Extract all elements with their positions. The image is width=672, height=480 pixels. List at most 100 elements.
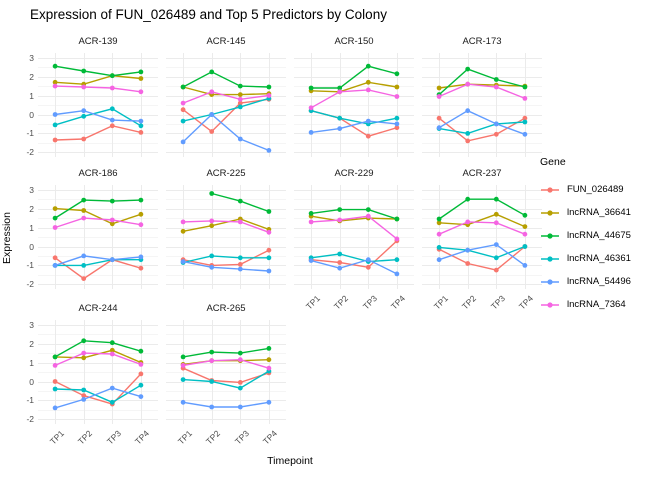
series-line-lncRNA_7364 xyxy=(182,358,270,369)
data-point-FUN_026489 xyxy=(237,262,243,267)
gridline-vertical xyxy=(183,320,185,424)
series-line-lncRNA_46361 xyxy=(438,121,525,135)
data-point-FUN_026489 xyxy=(465,261,471,266)
data-point-lncRNA_46361 xyxy=(138,123,144,129)
data-point-lncRNA_7364 xyxy=(522,96,528,101)
data-point-lncRNA_36641 xyxy=(81,355,87,361)
y-tick-label: 1 xyxy=(29,222,34,233)
x-tick-label: TP2 xyxy=(75,428,95,447)
data-point-lncRNA_36641 xyxy=(109,221,115,227)
data-point-FUN_026489 xyxy=(266,247,272,253)
legend-label: lncRNA_46361 xyxy=(567,253,631,264)
data-point-lncRNA_7364 xyxy=(209,218,215,224)
data-point-FUN_026489 xyxy=(138,265,144,271)
gridline-minor xyxy=(166,334,286,336)
gridline-major xyxy=(166,400,286,402)
gridline-minor xyxy=(38,123,158,125)
data-point-FUN_026489 xyxy=(522,115,528,121)
gridline-minor xyxy=(38,86,158,88)
gridline-major xyxy=(422,189,542,191)
data-point-lncRNA_46361 xyxy=(394,115,400,121)
gridline-minor xyxy=(294,255,414,257)
x-tick-label: TP1 xyxy=(303,293,322,312)
x-tick-label: TP3 xyxy=(232,428,251,447)
data-point-lncRNA_54496 xyxy=(81,253,87,259)
data-point-FUN_026489 xyxy=(81,393,87,398)
data-point-lncRNA_7364 xyxy=(52,363,58,368)
data-point-FUN_026489 xyxy=(436,115,442,121)
series-line-lncRNA_46361 xyxy=(182,255,269,264)
y-tick-label: -1 xyxy=(26,260,34,271)
series-line-lncRNA_54496 xyxy=(54,387,142,409)
gridline-vertical xyxy=(55,320,57,424)
data-point-lncRNA_7364 xyxy=(180,219,186,225)
facet-lines xyxy=(52,63,144,143)
gridline-vertical xyxy=(311,53,313,157)
series-line-lncRNA_7364 xyxy=(310,89,398,109)
series-line-lncRNA_36641 xyxy=(439,83,525,89)
gridline-major xyxy=(166,362,286,364)
series-line-lncRNA_44675 xyxy=(54,340,142,358)
data-point-lncRNA_54496 xyxy=(337,265,343,271)
data-point-lncRNA_46361 xyxy=(109,399,115,405)
data-point-FUN_026489 xyxy=(81,136,87,142)
gridline-major xyxy=(38,265,158,267)
facet-strip-ACR-150: ACR-150 xyxy=(334,36,374,47)
series-line-lncRNA_36641 xyxy=(311,81,398,93)
series-line-lncRNA_36641 xyxy=(55,74,141,85)
legend-title: Gene xyxy=(540,156,566,168)
facet-panel-ACR-173 xyxy=(422,53,542,157)
gridline-minor xyxy=(38,274,158,276)
data-point-lncRNA_54496 xyxy=(209,264,215,270)
data-point-lncRNA_44675 xyxy=(266,346,272,351)
data-point-lncRNA_44675 xyxy=(52,215,58,221)
data-point-lncRNA_54496 xyxy=(109,385,115,391)
gridline-major xyxy=(38,419,158,421)
data-point-lncRNA_54496 xyxy=(180,259,186,264)
data-point-lncRNA_36641 xyxy=(138,211,144,217)
data-point-FUN_026489 xyxy=(394,125,400,131)
data-point-FUN_026489 xyxy=(337,260,343,265)
data-point-lncRNA_44675 xyxy=(522,212,528,218)
facet-strip-ACR-145: ACR-145 xyxy=(206,36,246,47)
data-point-lncRNA_36641 xyxy=(365,79,371,85)
gridline-minor xyxy=(422,255,542,257)
gridline-vertical xyxy=(112,53,114,157)
y-tick-label: 1 xyxy=(29,357,34,368)
series-line-lncRNA_54496 xyxy=(55,109,141,122)
gridline-minor xyxy=(166,409,286,411)
data-point-lncRNA_46361 xyxy=(81,263,87,268)
data-point-lncRNA_7364 xyxy=(209,358,215,364)
gridline-major xyxy=(422,133,542,135)
facet-panel-ACR-244 xyxy=(38,320,158,424)
series-line-FUN_026489 xyxy=(54,373,142,405)
gridline-major xyxy=(38,76,158,78)
y-tick-label: 0 xyxy=(29,376,34,387)
gridline-vertical xyxy=(439,185,441,289)
facet-lines xyxy=(52,197,144,281)
data-point-lncRNA_7364 xyxy=(266,93,272,98)
data-point-lncRNA_44675 xyxy=(308,211,314,216)
data-point-lncRNA_46361 xyxy=(209,379,215,384)
data-point-lncRNA_7364 xyxy=(266,229,272,235)
data-point-lncRNA_7364 xyxy=(109,351,115,357)
facet-strip-ACR-237: ACR-237 xyxy=(462,168,502,179)
data-point-lncRNA_46361 xyxy=(266,255,272,261)
data-point-lncRNA_7364 xyxy=(266,365,272,371)
gridline-vertical xyxy=(83,185,85,289)
gridline-vertical xyxy=(268,53,270,157)
data-point-FUN_026489 xyxy=(52,137,58,143)
data-point-lncRNA_36641 xyxy=(52,79,58,85)
data-point-lncRNA_7364 xyxy=(522,231,528,237)
gridline-minor xyxy=(38,105,158,106)
data-point-lncRNA_44675 xyxy=(138,197,144,203)
gridline-vertical xyxy=(524,53,526,157)
data-point-lncRNA_44675 xyxy=(180,84,186,90)
data-point-lncRNA_46361 xyxy=(209,253,215,259)
data-point-lncRNA_44675 xyxy=(81,197,87,203)
data-point-lncRNA_36641 xyxy=(436,85,442,91)
gridline-vertical xyxy=(311,185,313,289)
gridline-major xyxy=(166,114,286,116)
gridline-minor xyxy=(166,237,286,238)
gridline-vertical xyxy=(339,185,341,289)
